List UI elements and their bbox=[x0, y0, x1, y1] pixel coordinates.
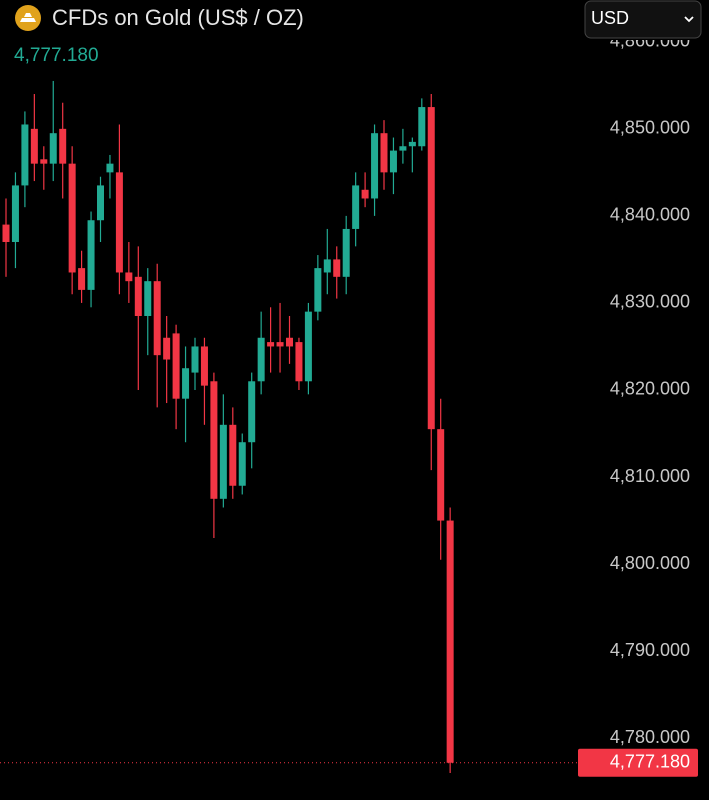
gold-icon bbox=[15, 5, 41, 31]
candle-body bbox=[191, 346, 199, 373]
candle-body bbox=[68, 163, 76, 273]
candle-body bbox=[144, 281, 152, 316]
chevron[interactable] bbox=[684, 16, 694, 23]
candle-body bbox=[380, 133, 388, 173]
candle-body bbox=[446, 520, 454, 763]
candle-body bbox=[2, 224, 10, 243]
candle-body bbox=[210, 381, 218, 499]
candle-body bbox=[437, 429, 445, 521]
candle-body bbox=[389, 150, 397, 173]
candle-body bbox=[267, 342, 275, 347]
candle-body bbox=[106, 163, 114, 173]
title: CFDs on Gold (US$ / OZ) bbox=[52, 5, 304, 30]
currency-dropdown[interactable]: USD bbox=[584, 0, 702, 39]
candle-body bbox=[238, 442, 246, 486]
candle-body bbox=[115, 172, 123, 273]
candle-body bbox=[286, 337, 293, 347]
dropdown-box[interactable] bbox=[584, 0, 702, 39]
dropdown-value[interactable]: USD bbox=[591, 8, 629, 28]
header-price: 4,777.180 bbox=[14, 45, 99, 66]
candle-body bbox=[276, 342, 284, 347]
candle-body bbox=[219, 424, 227, 499]
candle-body bbox=[361, 189, 369, 199]
y-tick-label: 4,780.000 bbox=[610, 727, 690, 747]
candle-body bbox=[314, 268, 322, 312]
y-tick-label: 4,830.000 bbox=[610, 292, 690, 312]
candle-body bbox=[134, 276, 142, 316]
candle-body bbox=[21, 124, 29, 186]
candle-body bbox=[399, 146, 407, 151]
candle-body bbox=[78, 268, 86, 290]
icon-bars bbox=[20, 13, 36, 22]
y-tick-label: 4,840.000 bbox=[610, 205, 690, 225]
candle-body bbox=[408, 141, 416, 147]
candle-body bbox=[163, 337, 171, 360]
candle-body bbox=[59, 128, 67, 164]
candle-body bbox=[333, 259, 341, 277]
y-tick-label: 4,800.000 bbox=[610, 553, 690, 573]
last-price-box bbox=[578, 748, 698, 777]
candles bbox=[2, 80, 454, 774]
candle-body bbox=[30, 128, 38, 164]
candle-body bbox=[323, 259, 331, 273]
candle-body bbox=[153, 281, 161, 356]
candle-body bbox=[248, 381, 256, 443]
candle-body bbox=[87, 220, 95, 290]
y-tick-label: 4,820.000 bbox=[610, 379, 690, 399]
candle-body bbox=[49, 133, 57, 164]
candle-body bbox=[304, 311, 312, 382]
y-axis: 4,780.000 4,790.000 4,800.000 4,810.000 4,82… bbox=[610, 31, 690, 747]
candle-body bbox=[97, 185, 104, 221]
candle-body bbox=[200, 346, 208, 386]
last-price: 4,777.180 bbox=[0, 748, 698, 777]
candle-body bbox=[418, 107, 426, 147]
candle-body bbox=[342, 228, 350, 277]
y-tick-label: 4,850.000 bbox=[610, 118, 690, 138]
candle-body bbox=[11, 185, 19, 243]
y-tick-label: 4,790.000 bbox=[610, 640, 690, 660]
candle-body bbox=[295, 342, 303, 382]
y-tick-label: 4,810.000 bbox=[610, 466, 690, 486]
candle-body bbox=[182, 368, 190, 399]
candle-body bbox=[229, 424, 237, 486]
candle-body bbox=[125, 272, 133, 282]
candle-body bbox=[427, 107, 435, 430]
candle-body bbox=[352, 185, 360, 229]
candle-body bbox=[257, 337, 265, 382]
last-price-label: 4,777.180 bbox=[610, 751, 690, 771]
candle-body bbox=[172, 333, 180, 399]
candle-body bbox=[371, 133, 379, 199]
candle-body bbox=[40, 159, 48, 164]
